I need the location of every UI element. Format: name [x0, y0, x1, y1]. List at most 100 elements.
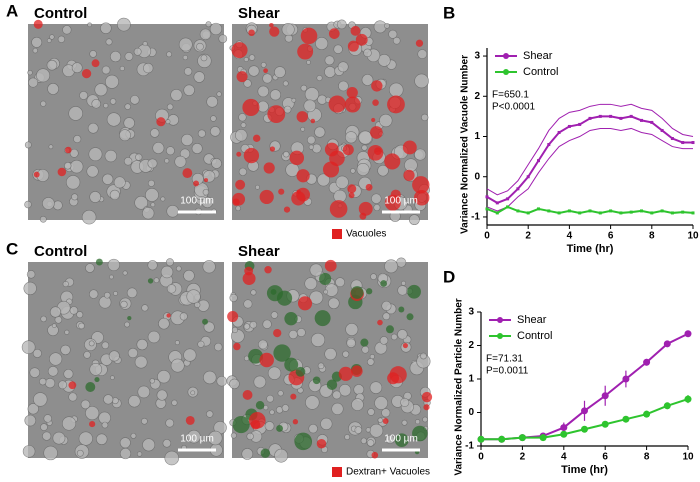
cell — [379, 113, 393, 128]
marker — [601, 420, 609, 428]
vacuole — [233, 342, 241, 351]
cell — [40, 100, 47, 107]
cell — [381, 300, 392, 311]
cell — [209, 22, 223, 36]
cell — [414, 148, 427, 161]
cell — [68, 106, 83, 121]
cell — [270, 311, 279, 319]
x-tick-label: 10 — [682, 452, 694, 463]
cell — [147, 260, 158, 271]
cell — [373, 204, 381, 212]
marker — [609, 114, 613, 118]
vacuole — [259, 189, 274, 205]
vacuole — [347, 184, 357, 194]
vacuole — [243, 147, 260, 164]
marker — [560, 430, 568, 438]
cell — [166, 103, 174, 111]
vacuole — [421, 391, 433, 403]
cell — [170, 358, 185, 373]
image-label: Control — [34, 5, 87, 22]
cell — [142, 207, 155, 220]
scale-label: 100 µm — [180, 434, 214, 445]
cell — [183, 67, 193, 76]
vacuole — [269, 146, 276, 152]
vacuole — [412, 425, 428, 442]
marker — [567, 209, 571, 213]
cell — [371, 193, 382, 204]
y-tick-label: 1 — [468, 374, 474, 385]
vacuole — [203, 178, 209, 183]
cell — [304, 87, 320, 102]
marker — [477, 435, 485, 443]
cell — [174, 340, 180, 346]
cell — [317, 173, 330, 187]
vacuole — [95, 258, 103, 266]
cell — [136, 338, 148, 351]
vacuole — [33, 171, 40, 178]
cell — [365, 427, 371, 433]
marker — [557, 211, 561, 215]
cell — [388, 82, 404, 98]
cell — [109, 274, 114, 280]
cell — [190, 390, 196, 396]
vacuole — [264, 265, 272, 274]
marker — [578, 122, 582, 126]
cell — [32, 348, 42, 358]
y-tick-label: 1 — [474, 131, 480, 142]
vacuole — [415, 39, 424, 47]
marker — [578, 211, 582, 215]
cell — [401, 419, 408, 426]
x-axis-title: Time (hr) — [567, 243, 614, 255]
cell — [243, 299, 253, 309]
image-label: Control — [34, 243, 87, 260]
vacuole — [283, 206, 291, 213]
cell — [51, 323, 57, 328]
vacuole — [252, 134, 261, 143]
marker — [640, 118, 643, 122]
cell — [95, 433, 108, 446]
y-tick-label: -1 — [465, 441, 474, 452]
cell — [331, 402, 344, 415]
vacuole — [355, 33, 368, 46]
panel-letter: D — [443, 267, 455, 286]
cell — [315, 37, 329, 51]
vacuole — [312, 376, 321, 385]
cell — [65, 175, 81, 190]
cell — [342, 350, 350, 358]
annotation: P<0.0001 — [492, 102, 536, 113]
cell — [142, 41, 148, 47]
vacuole — [244, 266, 254, 276]
cell — [351, 398, 364, 411]
cell — [257, 339, 268, 350]
vacuole — [289, 150, 305, 166]
cell — [162, 439, 172, 448]
cell — [63, 161, 72, 170]
cell — [282, 80, 289, 87]
cell — [28, 77, 39, 88]
vacuole — [342, 144, 354, 156]
cell — [106, 112, 121, 127]
cell — [145, 188, 159, 202]
cell — [367, 408, 375, 416]
cell — [137, 385, 151, 399]
y-tick-label: -1 — [471, 212, 480, 223]
vacuole — [402, 342, 408, 349]
marker — [681, 141, 685, 145]
cell — [89, 50, 97, 58]
marker — [557, 130, 561, 134]
cell — [134, 195, 149, 210]
cell — [123, 157, 133, 166]
vacuole — [407, 284, 421, 299]
cell — [246, 432, 254, 441]
cell — [338, 384, 352, 397]
cell — [24, 141, 32, 149]
cell — [47, 83, 59, 95]
cell — [296, 328, 306, 337]
cell — [241, 448, 254, 460]
vacuole — [294, 432, 312, 451]
cell — [238, 167, 247, 176]
vacuole — [387, 95, 405, 114]
cell — [360, 437, 368, 444]
cell — [320, 417, 333, 430]
cell — [323, 289, 329, 295]
